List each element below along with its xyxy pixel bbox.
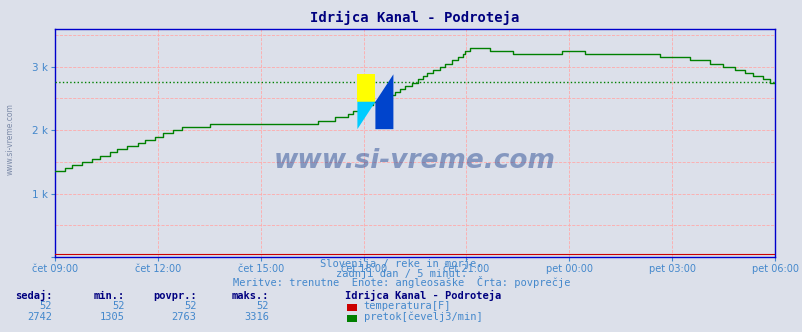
Text: temperatura[F]: temperatura[F]: [363, 301, 451, 311]
Text: Meritve: trenutne  Enote: angleosaške  Črta: povprečje: Meritve: trenutne Enote: angleosaške Črt…: [233, 276, 569, 288]
Text: www.si-vreme.com: www.si-vreme.com: [6, 104, 15, 175]
Polygon shape: [375, 74, 393, 129]
Polygon shape: [357, 102, 375, 129]
Text: 52: 52: [184, 301, 196, 311]
Text: maks.:: maks.:: [231, 291, 269, 301]
Text: www.si-vreme.com: www.si-vreme.com: [273, 148, 555, 174]
Text: 52: 52: [256, 301, 269, 311]
Title: Idrijca Kanal - Podroteja: Idrijca Kanal - Podroteja: [310, 11, 519, 25]
Text: pretok[čevelj3/min]: pretok[čevelj3/min]: [363, 312, 482, 322]
Text: 3316: 3316: [244, 312, 269, 322]
Text: 2742: 2742: [27, 312, 52, 322]
Text: 1305: 1305: [99, 312, 124, 322]
Text: sedaj:: sedaj:: [14, 290, 52, 301]
Text: 52: 52: [39, 301, 52, 311]
Text: Slovenija / reke in morje.: Slovenija / reke in morje.: [320, 259, 482, 269]
Polygon shape: [357, 74, 375, 102]
Text: zadnji dan / 5 minut.: zadnji dan / 5 minut.: [335, 269, 467, 279]
Text: 2763: 2763: [172, 312, 196, 322]
Text: min.:: min.:: [93, 291, 124, 301]
Text: povpr.:: povpr.:: [153, 291, 196, 301]
Text: Idrijca Kanal - Podroteja: Idrijca Kanal - Podroteja: [345, 290, 501, 301]
Text: 52: 52: [111, 301, 124, 311]
